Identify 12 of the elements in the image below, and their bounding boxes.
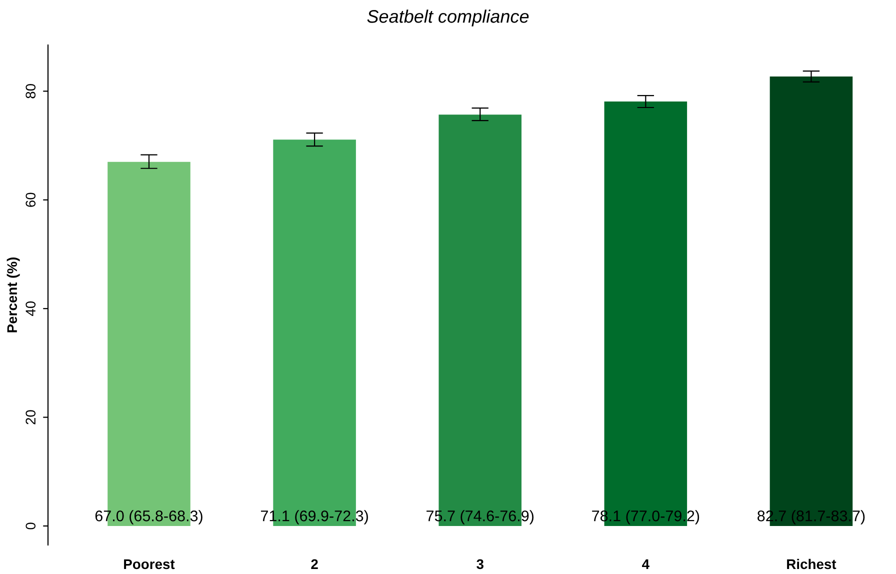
y-tick-label: 80 — [26, 84, 36, 98]
y-tick-label: 40 — [26, 301, 36, 316]
x-tick-label: 4 — [642, 559, 650, 569]
chart-title: Seatbelt compliance — [367, 10, 529, 26]
x-tick-label: Richest — [787, 558, 836, 570]
y-tick-label: 20 — [26, 410, 36, 424]
x-tick-label: 3 — [476, 559, 484, 570]
x-tick-label: 2 — [311, 559, 318, 569]
x-tick-label: Poorest — [124, 559, 175, 570]
y-axis-title: Percent (%) — [6, 257, 20, 332]
y-tick-label: 60 — [26, 192, 36, 207]
y-tick-label: 0 — [26, 522, 36, 530]
